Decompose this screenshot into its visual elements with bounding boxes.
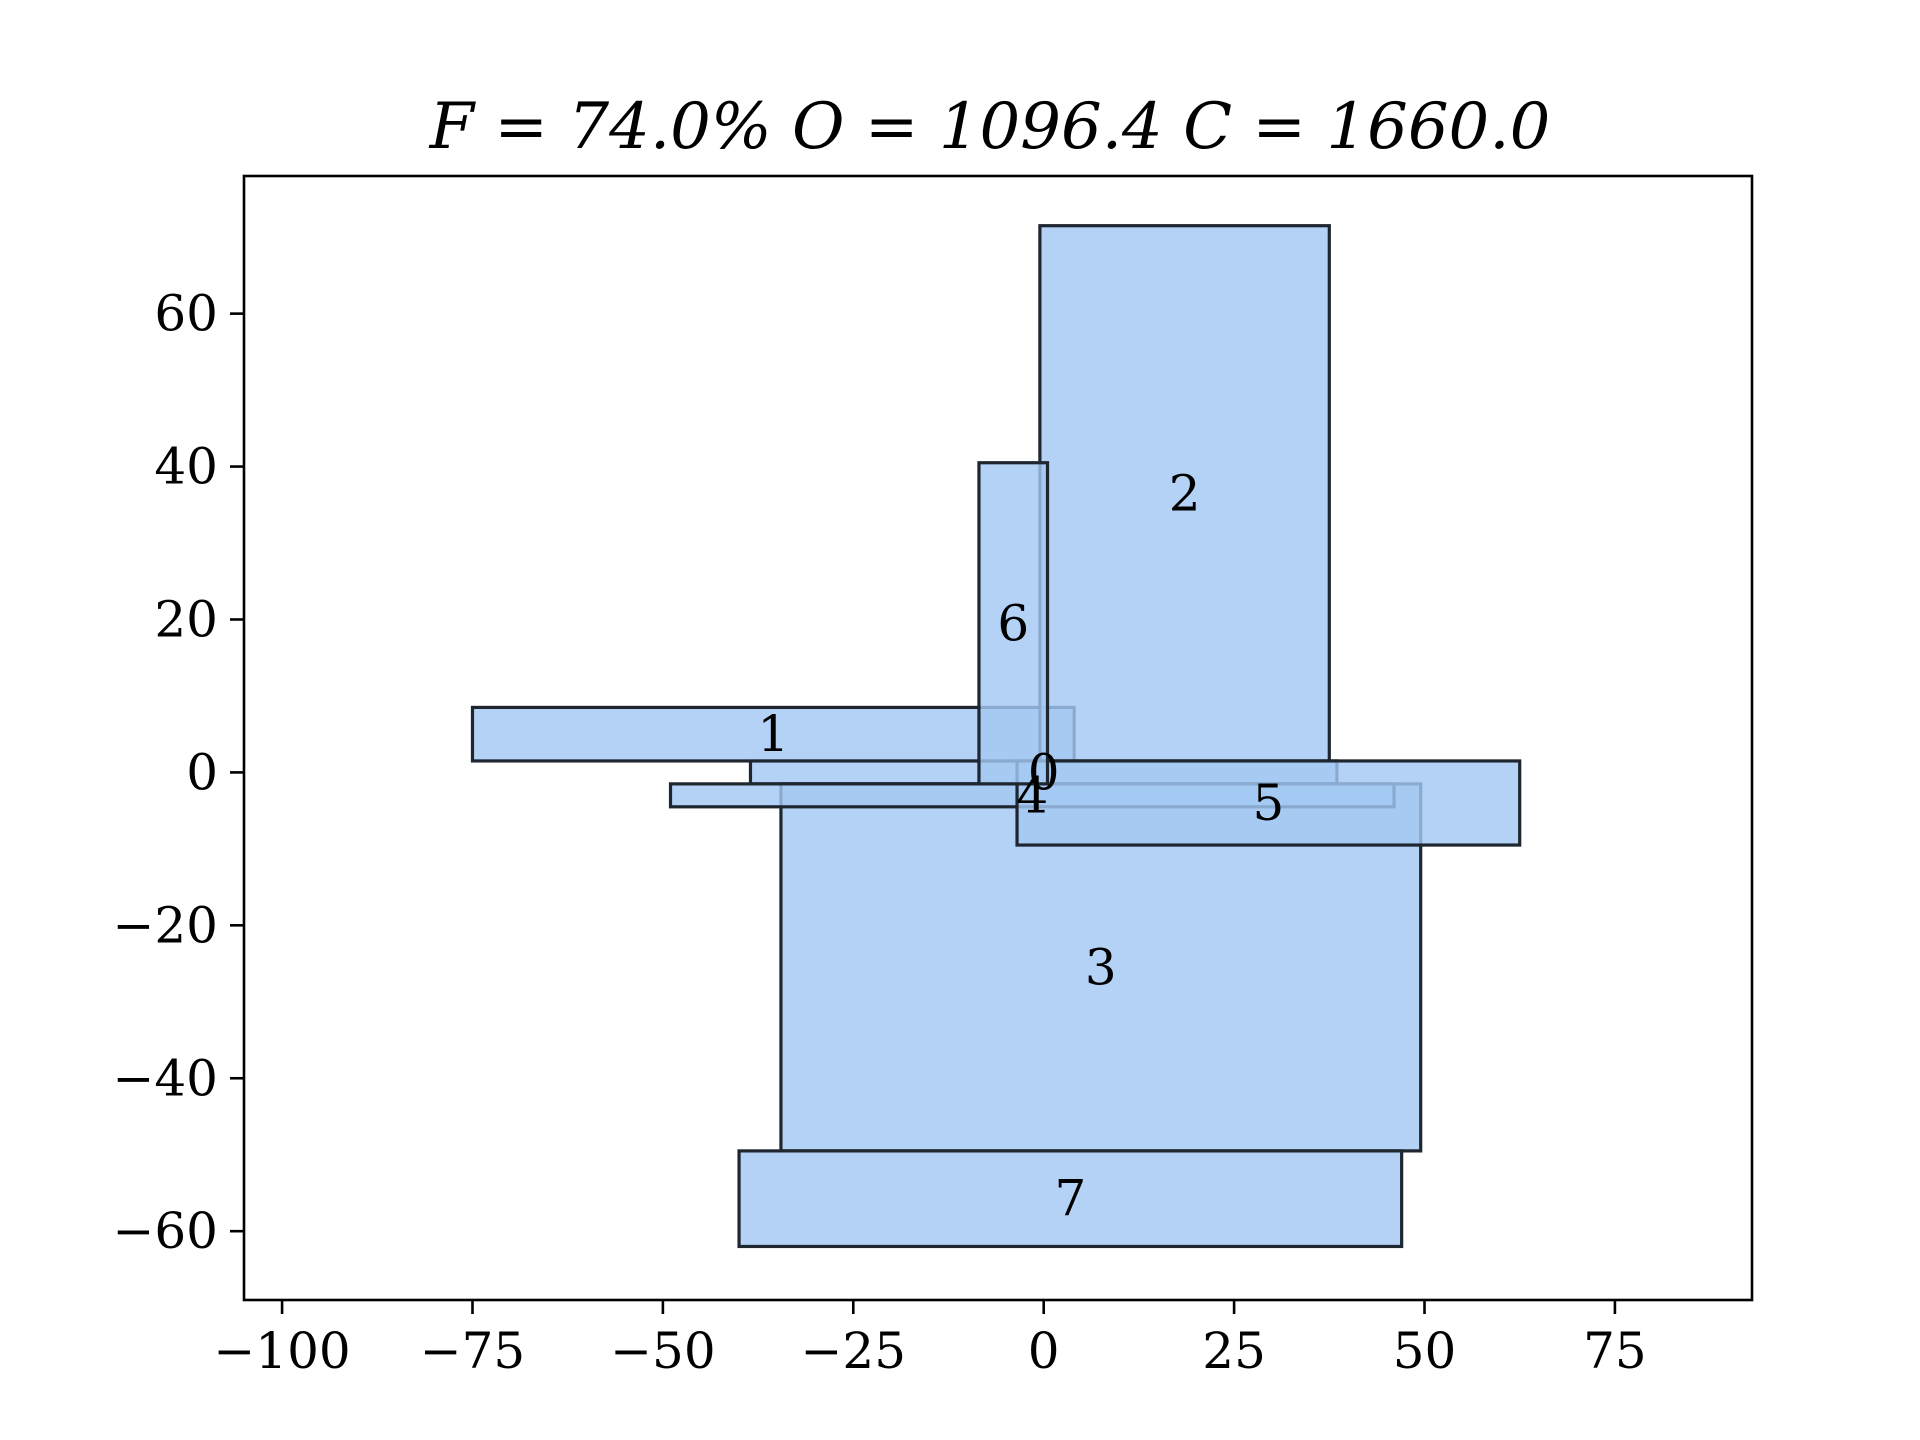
x-tick-label: 0 xyxy=(1028,1322,1060,1380)
y-tick-label: 20 xyxy=(154,590,218,648)
rectangle-label-4: 4 xyxy=(1016,766,1048,824)
rectangle-label-2: 2 xyxy=(1169,464,1201,522)
rectangle-7 xyxy=(737,1149,1404,1249)
y-tick-label: 0 xyxy=(186,743,218,801)
y-axis: −60 −40 −20 0 20 40 60 xyxy=(112,285,244,1260)
x-tick-label: −100 xyxy=(213,1322,350,1380)
rectangle-label-0: 0 xyxy=(1028,743,1060,801)
x-axis: −100 −75 −50 −25 0 25 50 75 xyxy=(213,1300,1647,1380)
y-tick-label: 40 xyxy=(154,438,218,496)
y-tick-label: 60 xyxy=(154,285,218,343)
plot-area-frame xyxy=(242,174,1754,1302)
y-tick-label: −20 xyxy=(112,896,218,954)
rectangle-label-6: 6 xyxy=(997,594,1029,652)
x-tick-label: 25 xyxy=(1202,1322,1266,1380)
x-tick-label: 75 xyxy=(1583,1322,1647,1380)
rectangle-6 xyxy=(977,461,1050,786)
rectangle-label-5: 5 xyxy=(1252,774,1284,832)
x-tick-label: −50 xyxy=(610,1322,716,1380)
rectangle-labels-layer: 0 1 2 3 4 5 6 7 xyxy=(757,464,1284,1227)
rectangle-label-3: 3 xyxy=(1085,938,1117,996)
rectangle-5 xyxy=(1015,759,1522,847)
rectangle-1 xyxy=(470,705,1076,763)
x-tick-label: −25 xyxy=(801,1322,907,1380)
rectangle-label-1: 1 xyxy=(757,705,789,763)
chart-title: F = 74.0% O = 1096.4 C = 1660.0 xyxy=(429,90,1551,164)
y-tick-label: −40 xyxy=(112,1049,218,1107)
rectangle-2 xyxy=(1038,224,1331,763)
x-tick-label: −75 xyxy=(420,1322,526,1380)
rectangle-label-7: 7 xyxy=(1054,1170,1086,1228)
y-tick-label: −60 xyxy=(112,1202,218,1260)
x-tick-label: 50 xyxy=(1393,1322,1457,1380)
rectangles-layer xyxy=(470,224,1522,1249)
